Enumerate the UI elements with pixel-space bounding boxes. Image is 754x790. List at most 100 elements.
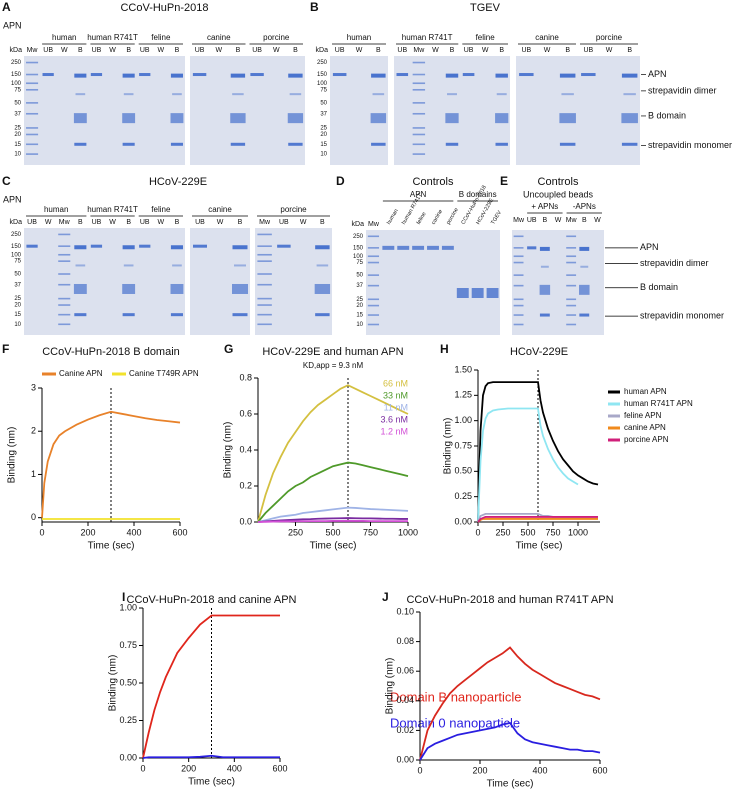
band bbox=[74, 73, 87, 78]
group-label: human R741T bbox=[87, 205, 138, 214]
band bbox=[412, 88, 426, 91]
band bbox=[371, 73, 386, 78]
band bbox=[139, 244, 151, 248]
lane-label: UB bbox=[464, 47, 474, 54]
x-tick-label: 0 bbox=[140, 763, 145, 773]
band bbox=[539, 246, 550, 251]
x-tick-label: 400 bbox=[532, 765, 547, 775]
band bbox=[122, 313, 135, 317]
band bbox=[288, 142, 303, 146]
group-label: feline bbox=[151, 205, 171, 214]
band bbox=[486, 288, 499, 298]
band bbox=[495, 113, 509, 124]
marker-label: 25 bbox=[320, 126, 327, 132]
marker-label: 150 bbox=[353, 245, 364, 251]
band bbox=[367, 255, 380, 258]
lane-label: Mw bbox=[566, 217, 578, 224]
band bbox=[471, 288, 484, 298]
band bbox=[539, 313, 550, 317]
band bbox=[559, 73, 576, 78]
lane-label: B bbox=[320, 219, 325, 226]
gel bbox=[190, 56, 305, 165]
band bbox=[123, 93, 134, 96]
legend-label: 33 nM bbox=[383, 390, 408, 400]
lane-label: B bbox=[78, 47, 83, 54]
lane-label: W bbox=[555, 217, 562, 224]
band bbox=[170, 283, 184, 294]
band bbox=[58, 323, 71, 326]
group-label: canine bbox=[208, 205, 232, 214]
band bbox=[26, 153, 39, 155]
y-tick-label: 0.25 bbox=[454, 491, 472, 501]
panel-letter: A bbox=[2, 0, 11, 14]
gel-title: CCoV-HuPn-2018 bbox=[120, 2, 208, 14]
band bbox=[412, 112, 426, 115]
marker-label: 100 bbox=[11, 81, 22, 87]
band bbox=[579, 246, 590, 251]
lane-label: W bbox=[594, 217, 601, 224]
band bbox=[257, 304, 272, 306]
lane-label: W bbox=[273, 47, 280, 54]
data-line bbox=[477, 407, 579, 523]
lane-label: W bbox=[109, 47, 116, 54]
band bbox=[539, 284, 551, 295]
gel bbox=[512, 230, 604, 335]
band bbox=[26, 112, 39, 115]
band bbox=[447, 93, 457, 96]
band bbox=[170, 313, 183, 317]
panel-letter: D bbox=[336, 174, 345, 188]
band bbox=[445, 113, 459, 124]
lane-label: B bbox=[499, 47, 504, 54]
band bbox=[367, 235, 380, 238]
band bbox=[316, 264, 329, 267]
data-line bbox=[142, 754, 280, 759]
band bbox=[90, 73, 103, 77]
lane-label: UB bbox=[583, 47, 593, 54]
band bbox=[26, 143, 39, 146]
marker-label: 20 bbox=[356, 303, 363, 309]
gel-title: TGEV bbox=[470, 2, 501, 14]
data-line bbox=[477, 381, 599, 523]
x-axis-label: Time (sec) bbox=[188, 777, 235, 788]
marker-label: 25 bbox=[356, 297, 363, 303]
x-tick-label: 400 bbox=[227, 763, 242, 773]
band bbox=[462, 73, 475, 77]
band bbox=[250, 73, 264, 77]
band bbox=[74, 313, 87, 317]
band bbox=[412, 127, 426, 129]
lane-label: B bbox=[126, 47, 131, 54]
band bbox=[58, 260, 71, 262]
lane-label: UB bbox=[195, 47, 205, 54]
band bbox=[75, 93, 86, 96]
lane-label: B bbox=[293, 47, 298, 54]
marker-label: 250 bbox=[11, 232, 22, 238]
lane-label: UB bbox=[92, 219, 102, 226]
x-axis-label: Time (sec) bbox=[487, 779, 534, 790]
band bbox=[370, 113, 387, 124]
group-label: porcine bbox=[596, 33, 623, 42]
y-tick-label: 1.00 bbox=[119, 602, 137, 612]
band bbox=[513, 261, 524, 264]
band bbox=[412, 133, 426, 136]
y-tick-label: 0.75 bbox=[454, 440, 472, 450]
band bbox=[73, 283, 87, 294]
band bbox=[26, 88, 39, 91]
lane-label: W bbox=[300, 219, 307, 226]
band bbox=[172, 264, 182, 267]
gel-annotation: APN bbox=[648, 69, 667, 79]
legend-label: canine APN bbox=[624, 423, 666, 432]
band bbox=[314, 283, 331, 294]
band bbox=[58, 253, 71, 256]
marker-label: 15 bbox=[356, 313, 363, 319]
marker-label: 10 bbox=[320, 152, 327, 158]
band bbox=[371, 142, 386, 146]
band bbox=[566, 235, 577, 238]
band bbox=[367, 298, 380, 301]
band bbox=[139, 73, 151, 77]
marker-label: 75 bbox=[320, 87, 327, 93]
band bbox=[566, 314, 577, 316]
legend-label: 66 nM bbox=[383, 378, 408, 388]
lane-label: UB bbox=[527, 217, 537, 224]
x-tick-label: 600 bbox=[592, 765, 607, 775]
lane-label: B bbox=[376, 47, 381, 54]
